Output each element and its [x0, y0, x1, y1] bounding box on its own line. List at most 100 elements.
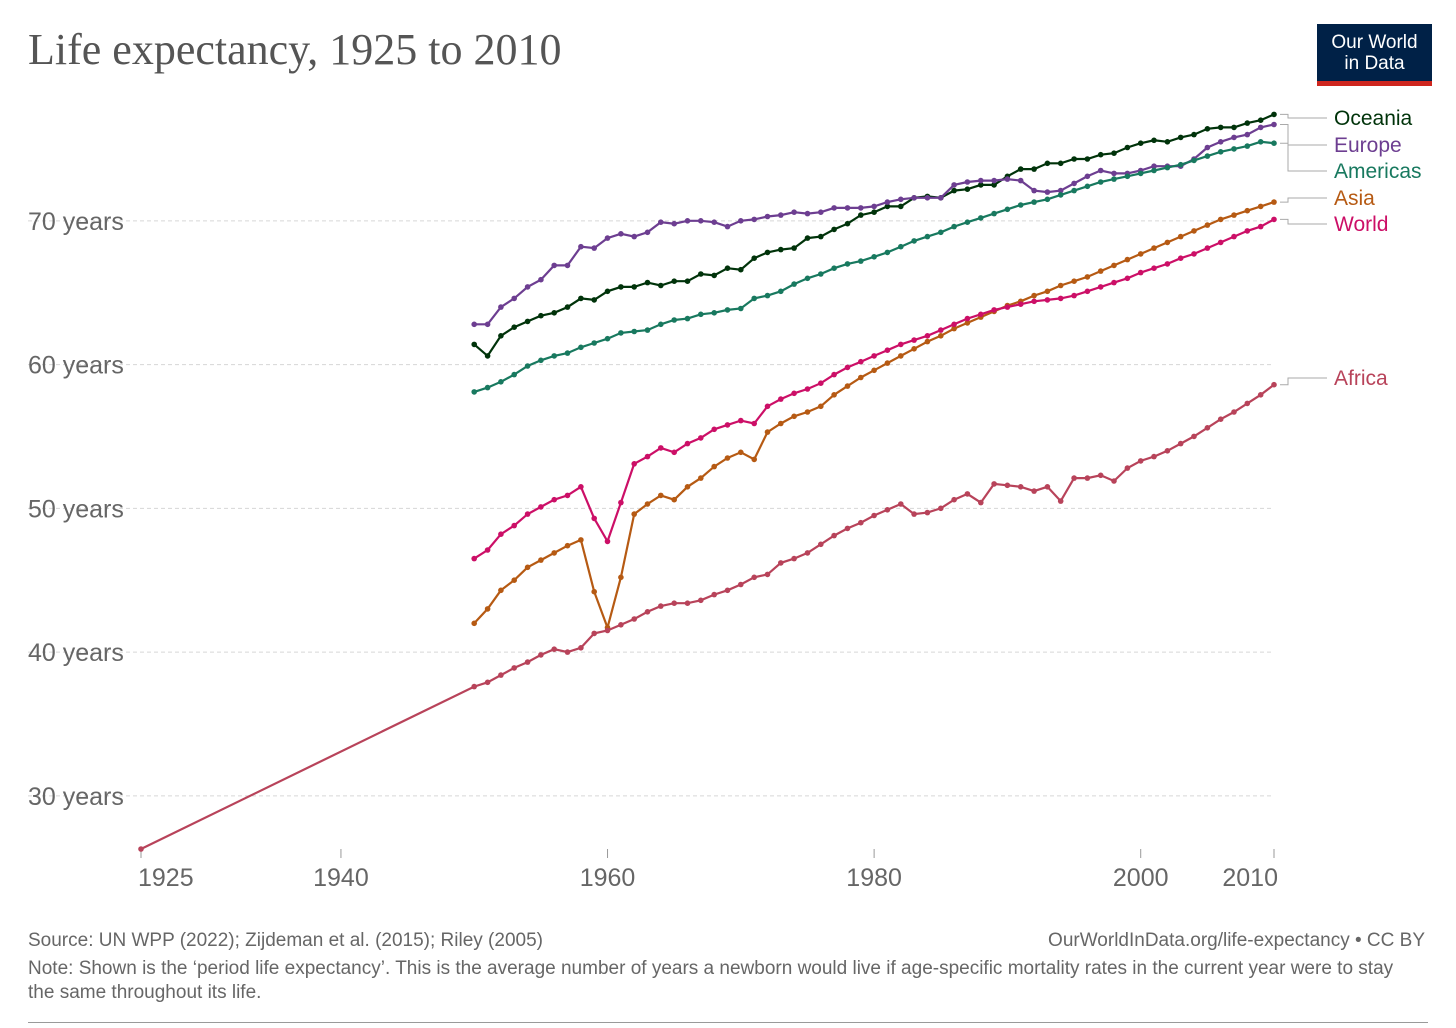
data-point-africa[interactable] [551, 646, 557, 652]
data-point-world[interactable] [738, 417, 744, 424]
data-point-americas[interactable] [911, 238, 917, 244]
data-point-africa[interactable] [1031, 488, 1037, 494]
data-point-europe[interactable] [644, 229, 651, 236]
data-point-oceania[interactable] [898, 203, 904, 210]
data-point-asia[interactable] [1111, 262, 1117, 269]
data-point-oceania[interactable] [604, 288, 611, 295]
data-point-europe[interactable] [898, 196, 904, 203]
data-point-oceania[interactable] [871, 209, 877, 215]
data-point-oceania[interactable] [1057, 160, 1064, 167]
data-point-americas[interactable] [471, 389, 478, 395]
data-point-africa[interactable] [1137, 458, 1144, 464]
data-point-world[interactable] [924, 333, 931, 339]
data-point-europe[interactable] [884, 199, 891, 205]
data-point-oceania[interactable] [551, 310, 557, 316]
data-point-world[interactable] [951, 321, 957, 328]
data-point-asia[interactable] [1257, 203, 1264, 210]
data-point-oceania[interactable] [684, 278, 691, 285]
data-point-americas[interactable] [991, 210, 997, 217]
data-point-world[interactable] [844, 364, 851, 371]
series-line-africa[interactable] [140, 383, 1275, 850]
data-point-oceania[interactable] [524, 318, 531, 325]
data-point-world[interactable] [911, 337, 917, 343]
data-point-europe[interactable] [471, 321, 478, 328]
data-point-europe[interactable] [658, 219, 664, 225]
data-point-africa[interactable] [1164, 448, 1171, 454]
legend-label-oceania[interactable]: Oceania [1334, 107, 1413, 130]
data-point-africa[interactable] [471, 683, 478, 690]
data-point-world[interactable] [471, 555, 478, 562]
credit-link[interactable]: OurWorldInData.org/life-expectancy • CC … [1048, 930, 1425, 951]
data-point-africa[interactable] [951, 496, 957, 503]
data-point-world[interactable] [804, 386, 811, 392]
data-point-world[interactable] [938, 327, 944, 333]
data-point-world[interactable] [831, 371, 837, 378]
data-point-asia[interactable] [1097, 268, 1104, 274]
data-point-americas[interactable] [1231, 146, 1237, 152]
data-point-oceania[interactable] [1151, 137, 1157, 144]
series-line-oceania[interactable] [473, 113, 1275, 358]
data-point-europe[interactable] [564, 262, 571, 269]
data-point-africa[interactable] [1097, 472, 1104, 479]
data-point-americas[interactable] [578, 344, 584, 351]
data-point-oceania[interactable] [818, 233, 824, 240]
data-point-africa[interactable] [644, 609, 651, 615]
data-point-africa[interactable] [804, 550, 811, 556]
data-point-oceania[interactable] [578, 295, 584, 302]
data-point-asia[interactable] [511, 577, 517, 583]
data-point-asia[interactable] [524, 564, 531, 571]
data-point-asia[interactable] [818, 403, 824, 410]
data-point-oceania[interactable] [1217, 124, 1224, 131]
data-point-europe[interactable] [871, 203, 877, 210]
data-point-africa[interactable] [991, 481, 997, 487]
data-point-oceania[interactable] [831, 226, 837, 233]
data-point-americas[interactable] [1191, 157, 1197, 164]
data-point-world[interactable] [658, 445, 664, 451]
data-point-europe[interactable] [711, 219, 717, 225]
data-point-world[interactable] [764, 403, 771, 410]
data-point-americas[interactable] [1057, 192, 1064, 198]
data-point-oceania[interactable] [1244, 120, 1251, 126]
data-point-asia[interactable] [924, 338, 931, 345]
data-point-world[interactable] [791, 390, 797, 397]
data-point-world[interactable] [964, 315, 971, 322]
data-point-asia[interactable] [898, 353, 904, 359]
data-point-asia[interactable] [564, 542, 571, 549]
data-point-world[interactable] [1231, 233, 1237, 240]
data-point-americas[interactable] [751, 295, 757, 302]
data-point-europe[interactable] [844, 205, 851, 211]
data-point-europe[interactable] [1071, 180, 1077, 187]
data-point-africa[interactable] [524, 659, 531, 665]
data-point-americas[interactable] [898, 243, 904, 250]
data-point-world[interactable] [1004, 304, 1011, 310]
data-point-europe[interactable] [964, 179, 971, 185]
data-point-oceania[interactable] [1137, 140, 1144, 146]
data-point-oceania[interactable] [471, 341, 478, 348]
data-point-europe[interactable] [858, 205, 864, 211]
data-point-europe[interactable] [724, 223, 731, 230]
data-point-asia[interactable] [551, 550, 557, 556]
data-point-oceania[interactable] [711, 272, 717, 279]
data-point-americas[interactable] [831, 265, 837, 272]
data-point-europe[interactable] [751, 216, 757, 223]
data-point-europe[interactable] [764, 213, 771, 220]
data-point-europe[interactable] [1151, 163, 1157, 169]
data-point-africa[interactable] [911, 511, 917, 517]
data-point-americas[interactable] [1111, 176, 1117, 182]
data-point-oceania[interactable] [631, 284, 637, 290]
data-point-asia[interactable] [844, 383, 851, 389]
data-point-asia[interactable] [911, 346, 917, 352]
data-point-africa[interactable] [1004, 482, 1011, 489]
data-point-asia[interactable] [764, 429, 771, 435]
data-point-world[interactable] [1257, 223, 1264, 230]
data-point-europe[interactable] [484, 321, 491, 328]
data-point-oceania[interactable] [564, 304, 571, 310]
data-point-africa[interactable] [831, 532, 837, 539]
data-point-europe[interactable] [831, 205, 837, 211]
data-point-americas[interactable] [1017, 202, 1024, 208]
data-point-oceania[interactable] [791, 245, 797, 251]
data-point-asia[interactable] [498, 587, 504, 594]
data-point-world[interactable] [578, 484, 584, 490]
data-point-world[interactable] [1177, 255, 1184, 261]
data-point-americas[interactable] [924, 233, 931, 240]
